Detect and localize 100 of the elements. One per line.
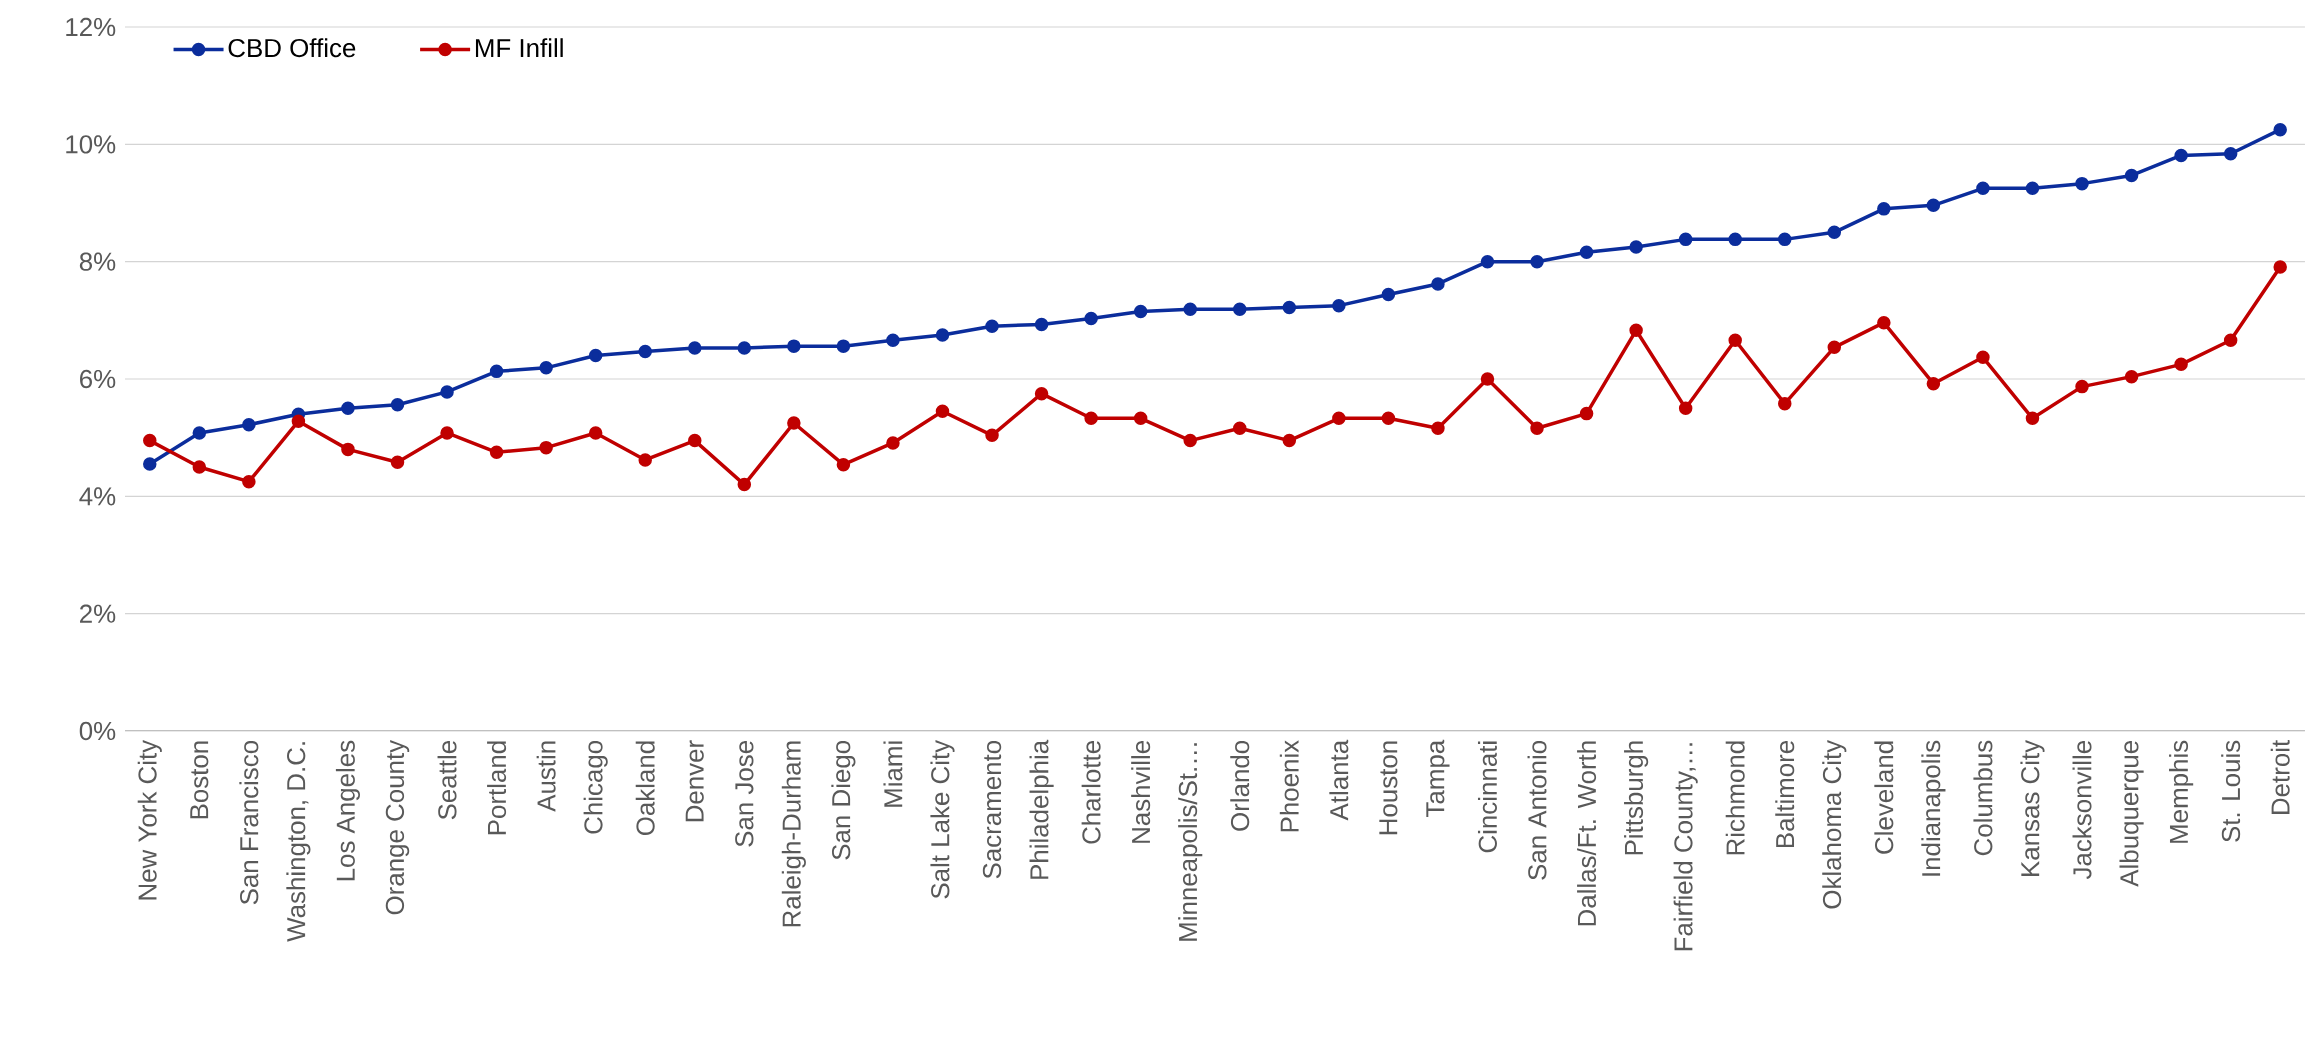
point	[588, 426, 603, 440]
point	[1728, 232, 1742, 247]
x-tick-label: Cleveland	[1874, 741, 1894, 854]
x-tick-label: Austin	[536, 741, 556, 812]
point	[688, 341, 702, 355]
y-tick-label: 0%	[79, 721, 116, 741]
x-tick-label: Orlando	[1230, 740, 1250, 831]
point	[1183, 302, 1197, 316]
point	[985, 319, 999, 333]
point	[1084, 311, 1098, 326]
point	[1728, 333, 1742, 348]
point	[2124, 168, 2139, 183]
x-tick-label: Minneapolis/St.…	[1178, 743, 1203, 941]
point	[291, 414, 306, 428]
point	[886, 436, 900, 450]
point	[1431, 277, 1445, 291]
x-tick-label: San Diego	[831, 740, 856, 860]
point	[638, 453, 652, 467]
x-tick-label: Columbus	[1973, 740, 1993, 856]
point	[1877, 315, 1891, 330]
point	[1926, 198, 1941, 213]
point	[1133, 411, 1148, 426]
point	[935, 328, 950, 342]
point	[489, 364, 504, 379]
point	[2223, 146, 2238, 161]
x-tick-label: Cincinnati	[1477, 741, 1497, 853]
x-tick-label: Phoenix	[1279, 740, 1299, 832]
point	[489, 445, 504, 460]
y-tick-label: 2%	[80, 604, 116, 623]
point	[1877, 202, 1891, 216]
x-tick-label: San Antonio	[1527, 740, 1547, 880]
point	[1480, 372, 1495, 386]
point	[2075, 379, 2089, 394]
point	[1282, 300, 1297, 315]
point	[2273, 122, 2287, 137]
point	[2124, 369, 2139, 384]
point	[1381, 411, 1396, 426]
point	[242, 474, 256, 489]
point	[836, 457, 851, 472]
point	[539, 440, 553, 455]
point	[2025, 181, 2040, 196]
point	[1034, 317, 1049, 332]
point	[1976, 181, 1990, 196]
x-tick-label: Washington, D.C.	[286, 742, 311, 942]
x-tick-label: Denver	[685, 740, 704, 822]
x-tick-label: Chicago	[583, 740, 608, 834]
point	[1827, 340, 1842, 355]
point	[242, 418, 256, 432]
point	[1233, 421, 1247, 436]
point	[1629, 240, 1643, 254]
x-tick-label: Portland	[487, 741, 507, 835]
point	[588, 348, 603, 363]
x-tick-label: Fairfield County,…	[1673, 743, 1698, 951]
point	[192, 426, 207, 440]
x-tick-label: Jacksonville	[2072, 741, 2092, 880]
x-tick-label: Seattle	[437, 740, 457, 820]
point	[1233, 302, 1247, 316]
point	[985, 428, 999, 443]
point	[143, 433, 157, 448]
x-tick-label: Boston	[190, 741, 209, 819]
point	[341, 401, 355, 416]
point	[440, 385, 454, 399]
point	[1282, 433, 1297, 448]
point	[1827, 225, 1842, 240]
point	[1183, 433, 1197, 448]
x-tick-label: Atlanta	[1329, 739, 1349, 821]
point	[1678, 401, 1693, 416]
x-tick-label: Richmond	[1725, 741, 1745, 855]
x-tick-label: Philadelphia	[1029, 739, 1054, 879]
x-tick-label: Miami	[883, 741, 903, 807]
point	[935, 404, 950, 419]
point	[539, 361, 553, 375]
point	[1579, 245, 1594, 260]
x-tick-label: Oakland	[635, 741, 655, 836]
point	[2223, 333, 2238, 348]
legend-label: MF Infill	[475, 38, 563, 57]
x-tick-label: Tampa	[1426, 739, 1450, 817]
x-tick-label: San Francisco	[239, 740, 259, 905]
point	[2174, 357, 2188, 372]
x-tick-label: Baltimore	[1775, 741, 1795, 848]
point	[1579, 406, 1594, 421]
x-tick-label: New York City	[137, 739, 162, 900]
point	[1332, 298, 1346, 313]
point	[1480, 254, 1495, 269]
x-tick-label: St. Louis	[2221, 740, 2241, 842]
point	[1778, 396, 1792, 411]
point	[1381, 287, 1396, 302]
x-tick-label: Sacramento	[982, 740, 1002, 879]
x-tick-label: Houston	[1379, 741, 1398, 835]
x-tick-label: Dallas/Ft. Worth	[1577, 741, 1597, 926]
point	[390, 455, 405, 470]
point	[836, 339, 851, 353]
point	[1034, 386, 1049, 401]
point	[440, 426, 454, 440]
x-tick-label: Nashville	[1131, 741, 1151, 843]
x-tick-label: Memphis	[2169, 740, 2194, 843]
legend-label: CBD Office	[228, 38, 356, 58]
point	[1778, 232, 1792, 247]
x-tick-label: Los Angeles	[335, 740, 361, 881]
point	[390, 398, 405, 412]
